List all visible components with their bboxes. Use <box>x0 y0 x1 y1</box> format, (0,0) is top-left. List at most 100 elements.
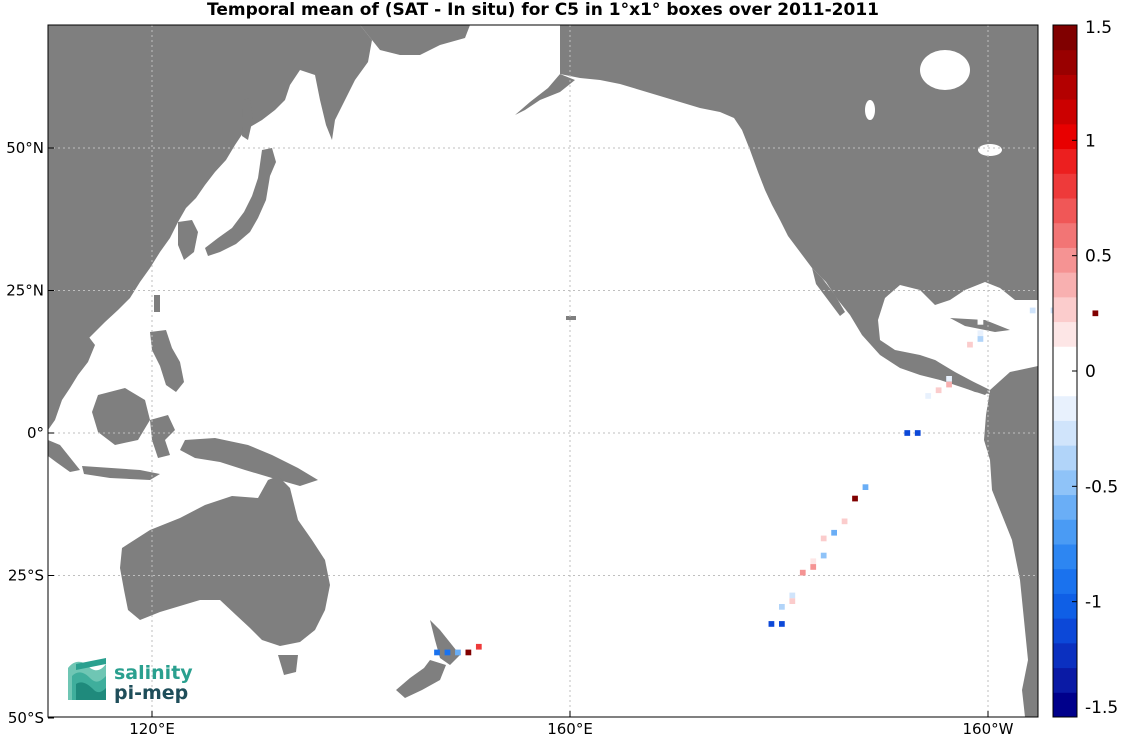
colorbar-segment <box>1053 667 1077 693</box>
colorbar-tick-label: -0.5 <box>1085 477 1118 497</box>
land-asia <box>48 25 330 395</box>
data-cell <box>831 524 837 530</box>
colorbar-segment <box>1053 272 1077 298</box>
colorbar-segment <box>1053 692 1077 718</box>
land-layer <box>48 25 1038 717</box>
land-sakhalin <box>242 98 253 140</box>
colorbar-tick-label: -1.5 <box>1085 698 1118 718</box>
data-cell <box>967 341 973 348</box>
land-indochina <box>48 328 95 430</box>
data-cell <box>455 649 461 656</box>
colorbar-segment <box>1053 247 1077 273</box>
land-alaska-peninsula <box>515 74 575 115</box>
land-korea <box>178 220 198 260</box>
land-kamchatka <box>300 25 372 140</box>
colorbar-segment <box>1053 494 1077 520</box>
data-cell <box>1019 307 1026 314</box>
salinity-pimep-logo: salinity pi-mep <box>68 658 193 704</box>
land-australia <box>120 476 330 646</box>
map-title: Temporal mean of (SAT - In situ) for C5 … <box>207 0 879 20</box>
land-taiwan <box>154 295 160 312</box>
colorbar-segment <box>1053 25 1077 51</box>
land-south-america <box>984 366 1038 717</box>
land-baja <box>812 268 845 316</box>
data-cell <box>946 381 952 388</box>
colorbar-segment <box>1053 99 1077 125</box>
colorbar-segment <box>1053 469 1077 496</box>
logo-line2: pi-mep <box>114 682 188 704</box>
data-cell <box>789 598 796 604</box>
x-tick-label: 120°E <box>129 720 175 738</box>
colorbar-segment <box>1053 395 1077 421</box>
colorbar: 1.5 1 0.5 0 -0.5 -1 -1.5 <box>1052 18 1118 718</box>
data-cell <box>434 649 440 656</box>
data-cell <box>977 330 984 337</box>
colorbar-tick-label: 1.5 <box>1085 18 1112 38</box>
data-cell <box>475 643 482 650</box>
colorbar-segment <box>1053 74 1077 100</box>
data-cell <box>1092 310 1099 317</box>
land-chukotka <box>360 25 470 55</box>
lake-hudson <box>920 50 970 90</box>
data-cell <box>768 621 775 627</box>
map-frame <box>47 24 1039 718</box>
y-tick-label: 0° <box>27 424 44 442</box>
colorbar-segment <box>1053 420 1077 446</box>
data-cell <box>831 529 837 536</box>
data-cell <box>925 393 932 399</box>
land-hawaii <box>566 316 576 320</box>
land-sumatra <box>48 440 80 472</box>
x-tick-label: 160°E <box>547 720 593 738</box>
colorbar-segment <box>1053 544 1077 570</box>
colorbar-segment <box>1053 371 1077 397</box>
data-cell <box>810 564 817 570</box>
colorbar-segment <box>1053 346 1077 372</box>
colorbar-tick-label: 0.5 <box>1085 247 1112 267</box>
data-cell <box>1040 307 1046 314</box>
colorbar-segment <box>1053 198 1077 224</box>
colorbar-segment <box>1053 296 1077 323</box>
data-cell <box>789 592 796 599</box>
data-cell <box>820 535 827 542</box>
colorbar-segment <box>1053 148 1077 174</box>
colorbar-segment <box>1053 593 1077 619</box>
data-cell <box>465 649 472 656</box>
data-cell <box>779 621 785 627</box>
logo-wave-icon <box>68 658 106 700</box>
data-cell <box>977 336 984 342</box>
colorbar-tick-label: -1 <box>1085 593 1102 613</box>
y-axis: 50°N 25°N 0° 25°S 50°S <box>6 139 54 727</box>
colorbar-segment <box>1053 445 1077 471</box>
logo-line1: salinity <box>114 662 193 684</box>
data-cell <box>946 376 952 382</box>
land-newguinea <box>180 438 318 486</box>
colorbar-segment <box>1053 568 1077 594</box>
y-tick-label: 50°N <box>6 139 44 157</box>
data-cell <box>914 430 921 436</box>
colorbar-segment <box>1053 642 1077 669</box>
land-java <box>82 466 160 480</box>
colorbar-segment <box>1053 321 1077 347</box>
data-cell <box>977 319 984 325</box>
grid-lines <box>48 25 1038 717</box>
land-philippines <box>150 330 184 392</box>
lake-great-lakes <box>978 144 1002 156</box>
y-tick-label: 50°S <box>8 709 44 727</box>
land-japan <box>205 148 276 256</box>
colorbar-segment <box>1053 123 1077 150</box>
land-cuba <box>950 318 1010 332</box>
data-cell <box>820 552 827 559</box>
lakes-layer <box>865 50 1002 156</box>
data-cell <box>779 604 785 610</box>
data-cell <box>904 430 911 436</box>
land-north-america <box>560 25 1038 395</box>
data-cell <box>810 558 817 565</box>
data-cell <box>444 649 451 656</box>
colorbar-segment <box>1053 519 1077 545</box>
land-central-america <box>935 360 990 394</box>
data-cell <box>841 518 848 525</box>
data-cell <box>862 484 869 490</box>
colorbar-tick-label: 1 <box>1085 131 1096 151</box>
